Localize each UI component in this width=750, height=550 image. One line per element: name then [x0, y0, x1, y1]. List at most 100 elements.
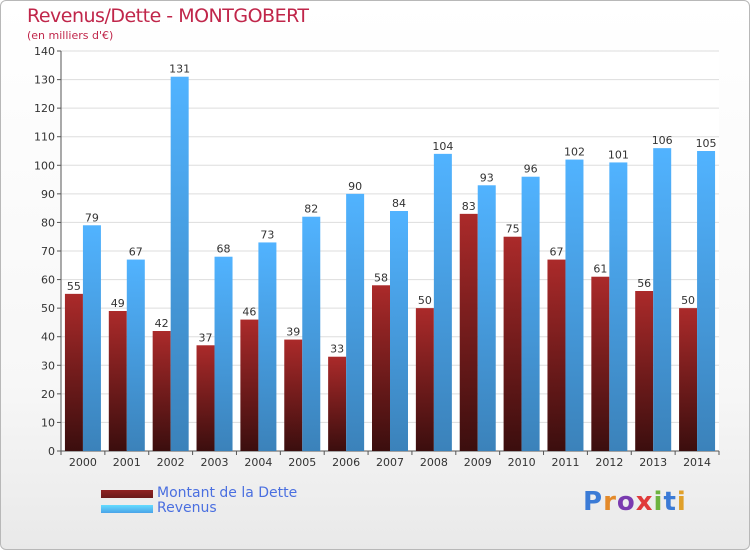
- y-tick-label: 60: [41, 274, 55, 287]
- bar-revenue: [433, 153, 452, 451]
- y-tick-label: 110: [34, 131, 55, 144]
- bar-revenue: [214, 256, 233, 451]
- data-label: 37: [199, 331, 213, 344]
- bar-debt: [152, 331, 171, 451]
- bar-revenue: [302, 216, 321, 451]
- x-tick-label: 2000: [69, 456, 97, 469]
- logo-letter: o: [616, 487, 636, 517]
- bar-debt: [196, 345, 215, 451]
- data-label: 131: [169, 63, 190, 76]
- x-tick-label: 2008: [420, 456, 448, 469]
- legend-label-revenue: Revenus: [157, 500, 217, 516]
- bar-revenue: [521, 176, 540, 451]
- x-tick-label: 2007: [376, 456, 404, 469]
- x-tick-label: 2012: [595, 456, 623, 469]
- proxiti-logo: Proxiti: [583, 487, 687, 517]
- x-tick-label: 2013: [639, 456, 667, 469]
- data-label: 56: [637, 277, 651, 290]
- legend-swatch-revenue: [101, 504, 153, 513]
- x-tick-label: 2014: [683, 456, 711, 469]
- bar-debt: [591, 276, 610, 451]
- data-label: 90: [348, 180, 362, 193]
- logo-letter: P: [583, 487, 604, 517]
- legend-swatch-debt: [101, 489, 153, 498]
- bar-debt: [284, 339, 303, 451]
- data-label: 82: [304, 203, 318, 216]
- y-tick-label: 70: [41, 245, 55, 258]
- x-tick-label: 2004: [244, 456, 272, 469]
- data-label: 61: [593, 263, 607, 276]
- data-label: 105: [696, 137, 717, 150]
- bar-debt: [503, 236, 522, 451]
- y-tick-label: 0: [48, 445, 55, 458]
- x-tick-label: 2001: [113, 456, 141, 469]
- x-tick-label: 2006: [332, 456, 360, 469]
- y-tick-label: 120: [34, 102, 55, 115]
- data-label: 39: [286, 326, 300, 339]
- legend-item-debt: Montant de la Dette: [101, 486, 297, 501]
- x-tick-label: 2009: [464, 456, 492, 469]
- data-label: 101: [608, 148, 629, 161]
- logo-letter: i: [676, 487, 687, 517]
- bar-debt: [372, 285, 390, 451]
- x-tick-label: 2010: [508, 456, 536, 469]
- data-label: 68: [217, 243, 231, 256]
- logo-letter: r: [603, 487, 617, 517]
- logo-letter: t: [663, 487, 677, 517]
- data-label: 75: [506, 223, 520, 236]
- bar-revenue: [653, 148, 672, 451]
- x-tick-label: 2002: [157, 456, 185, 469]
- bar-debt: [240, 319, 259, 451]
- bar-revenue: [82, 225, 101, 451]
- bar-revenue: [346, 193, 365, 451]
- legend-item-revenue: Revenus: [101, 501, 297, 516]
- y-tick-label: 90: [41, 188, 55, 201]
- data-label: 106: [652, 134, 673, 147]
- bar-revenue: [565, 159, 584, 452]
- bar-debt: [328, 356, 347, 451]
- bar-debt: [547, 259, 566, 451]
- y-tick-label: 50: [41, 302, 55, 315]
- bar-debt: [64, 293, 83, 451]
- data-label: 73: [260, 228, 274, 241]
- data-label: 67: [549, 246, 563, 259]
- data-label: 33: [330, 343, 344, 356]
- data-label: 104: [432, 140, 453, 153]
- bar-debt: [415, 308, 434, 451]
- y-tick-label: 80: [41, 216, 55, 229]
- chart-title: Revenus/Dette - MONTGOBERT: [27, 5, 309, 27]
- bar-revenue: [170, 76, 189, 451]
- bar-revenue: [477, 185, 496, 452]
- bar-revenue: [258, 242, 277, 451]
- data-label: 50: [418, 294, 432, 307]
- data-label: 102: [564, 146, 585, 159]
- data-label: 79: [85, 211, 99, 224]
- data-label: 49: [111, 297, 125, 310]
- x-tick-label: 2003: [201, 456, 229, 469]
- x-tick-label: 2005: [288, 456, 316, 469]
- data-label: 93: [480, 171, 494, 184]
- logo-letter: x: [635, 487, 654, 517]
- data-label: 55: [67, 280, 81, 293]
- bar-debt: [459, 213, 478, 451]
- bar-debt: [635, 291, 654, 451]
- y-tick-label: 130: [34, 74, 55, 87]
- legend: Montant de la Dette Revenus: [101, 486, 297, 516]
- data-label: 46: [242, 306, 256, 319]
- data-label: 83: [462, 200, 476, 213]
- y-tick-label: 10: [41, 416, 55, 429]
- bar-revenue: [390, 211, 408, 451]
- logo-letter: i: [653, 487, 664, 517]
- y-tick-label: 140: [34, 45, 55, 58]
- data-label: 58: [374, 271, 388, 284]
- data-label: 42: [155, 317, 169, 330]
- data-label: 84: [392, 197, 406, 210]
- bar-revenue: [609, 162, 628, 451]
- data-label: 67: [129, 246, 143, 259]
- y-tick-label: 100: [34, 159, 55, 172]
- bar-revenue: [697, 151, 716, 451]
- data-label: 96: [524, 163, 538, 176]
- x-tick-label: 2011: [551, 456, 579, 469]
